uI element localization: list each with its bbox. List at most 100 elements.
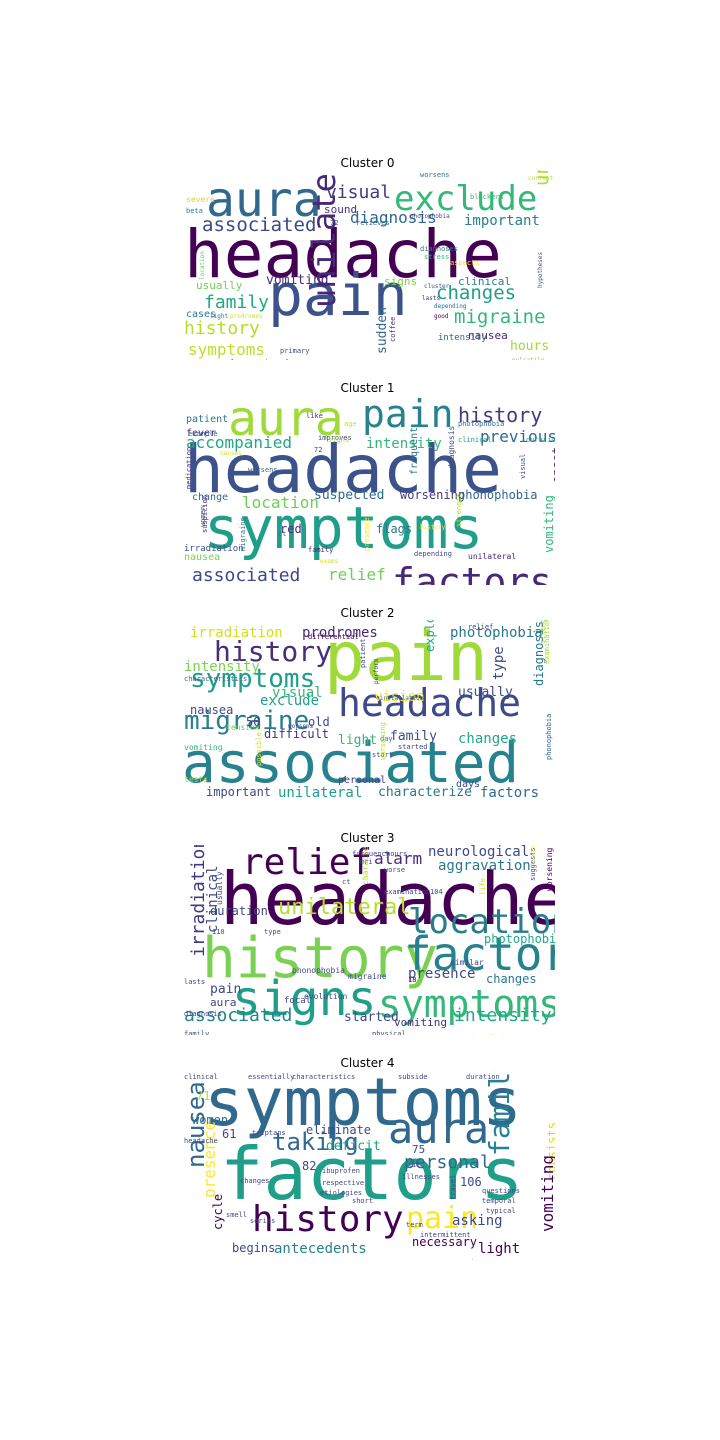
cloud-word: relieves: [356, 219, 390, 227]
cloud-word: worsens: [288, 723, 314, 730]
cloud-word: travel: [449, 1174, 457, 1200]
cloud-word: changes: [458, 731, 518, 747]
cloud-word: pain: [362, 395, 454, 436]
cloud-word: difficult: [264, 727, 330, 741]
cloud-word: age: [344, 420, 357, 428]
cloud-word: antecedents: [274, 1241, 367, 1257]
cloud-word: family: [308, 546, 334, 554]
cloud-word: headache: [338, 681, 522, 725]
cloud-word: vision: [374, 689, 425, 705]
cloud-word: symptoms: [204, 494, 484, 562]
cloud-word: important: [206, 785, 272, 799]
cloud-word: examination: [384, 888, 431, 896]
cloud-word: migraine: [239, 517, 247, 551]
cloud-word: started: [398, 743, 428, 751]
cloud-word: 104: [430, 888, 443, 896]
cloud-word: alarm: [374, 849, 423, 868]
cloud-word: unilateral: [468, 552, 517, 561]
cloud-word: headache: [184, 431, 502, 508]
cloud-word: sound: [324, 203, 358, 216]
cloud-word: characteristics: [184, 675, 248, 683]
cloud-word: usually: [215, 871, 224, 905]
cluster-title: Cluster 0: [340, 156, 395, 170]
cloud-word: pain: [324, 620, 488, 697]
cloud-word: vomiting: [266, 273, 329, 288]
cloud-word: asking: [452, 1213, 503, 1229]
cloud-word: 50: [246, 715, 261, 729]
cloud-word: light: [210, 313, 229, 320]
cloud-word: essentially: [248, 1073, 295, 1081]
cloud-word: personal: [338, 775, 387, 786]
cloud-word: factors: [220, 1132, 524, 1216]
cloud-word: frequency: [352, 850, 390, 858]
cloud-word: installation: [380, 695, 424, 702]
cloud-word: etiologies: [320, 1189, 363, 1197]
cloud-word: example: [188, 430, 218, 438]
cloud-word: factors: [392, 560, 553, 585]
cloud-word: presence: [200, 1120, 219, 1198]
cloud-word: ibuprofen: [322, 1167, 360, 1175]
cloud-word: headache: [184, 216, 502, 293]
cloud-word: nausea: [184, 552, 221, 563]
cloud-word: clinical: [184, 1073, 218, 1081]
cluster-title: Cluster 1: [340, 381, 395, 395]
cloud-word: prodromes: [230, 313, 263, 320]
cloud-word: life: [479, 878, 487, 895]
cloud-word: factors: [480, 785, 540, 801]
cloud-word: worsening: [400, 488, 466, 502]
cloud-word: fever: [186, 428, 217, 439]
cloud-word: important: [464, 213, 540, 229]
cloud-word: physical: [372, 1030, 406, 1036]
cloud-word: cases: [186, 309, 217, 320]
cloud-word: series: [250, 1217, 276, 1225]
cloud-word: started: [344, 1010, 399, 1025]
cloud-word: family: [483, 1070, 516, 1156]
cloud-word: hours: [386, 850, 408, 858]
cloud-word: history: [420, 524, 446, 531]
cloud-word: medication: [185, 446, 193, 489]
cloud-word: diagnosis: [447, 425, 456, 469]
cloud-word: presence: [363, 517, 371, 551]
cloud-word: intensity: [438, 333, 487, 343]
cloud-word: light: [338, 733, 378, 748]
cloud-word: sudden: [375, 307, 390, 354]
cloud-word: vomiting: [538, 1154, 555, 1232]
cloud-word: start: [372, 751, 394, 759]
cloud-word: lasts: [422, 295, 441, 302]
cloud-word: phonophobia: [458, 488, 538, 502]
cloud-word: flags: [376, 522, 413, 536]
cloud-word: change: [192, 492, 229, 503]
cloud-word: history: [202, 926, 439, 991]
cloud-word: begins: [232, 1241, 276, 1255]
cloud-word: factors: [404, 927, 555, 981]
cloud-word: intensity: [366, 436, 442, 452]
cloud-word: exclude: [260, 693, 320, 709]
cloud-word: hours: [510, 339, 550, 354]
cloud-word: history: [184, 318, 260, 339]
cloud-word: clinical: [458, 275, 511, 288]
cloud-word: strength: [455, 493, 463, 527]
cloud-word: subside: [398, 1073, 428, 1081]
cloud-word: lasts: [184, 978, 206, 986]
cloud-word: cycle: [211, 1193, 225, 1230]
cloud-word: symptoms: [378, 982, 555, 1026]
cloud-word: term: [406, 1221, 423, 1229]
cloud-word: symptoms: [204, 1070, 522, 1141]
cloud-word: changes: [436, 282, 517, 304]
cloud-word: prodromes: [302, 625, 378, 641]
cloud-word: 18: [408, 976, 417, 984]
cloud-word: patient: [186, 414, 229, 425]
cloud-word: eliminate: [306, 1123, 372, 1137]
cloud-word: associated: [182, 731, 520, 796]
cloud-word: relief: [242, 845, 373, 883]
word-cloud: symptoms factors aura history pain taking naus…: [180, 1070, 555, 1260]
cloud-word: triptans: [252, 1129, 286, 1137]
cloud-word: presence: [408, 966, 476, 982]
cloud-word: similar: [450, 958, 484, 967]
cloud-word: context: [528, 175, 554, 182]
cloud-word: necessary: [412, 1235, 478, 1249]
cloud-word: changes: [486, 972, 537, 986]
cloud-word: personal: [404, 1152, 491, 1173]
cluster-title: Cluster 2: [340, 606, 395, 620]
cloud-word: photophobia: [458, 420, 505, 428]
